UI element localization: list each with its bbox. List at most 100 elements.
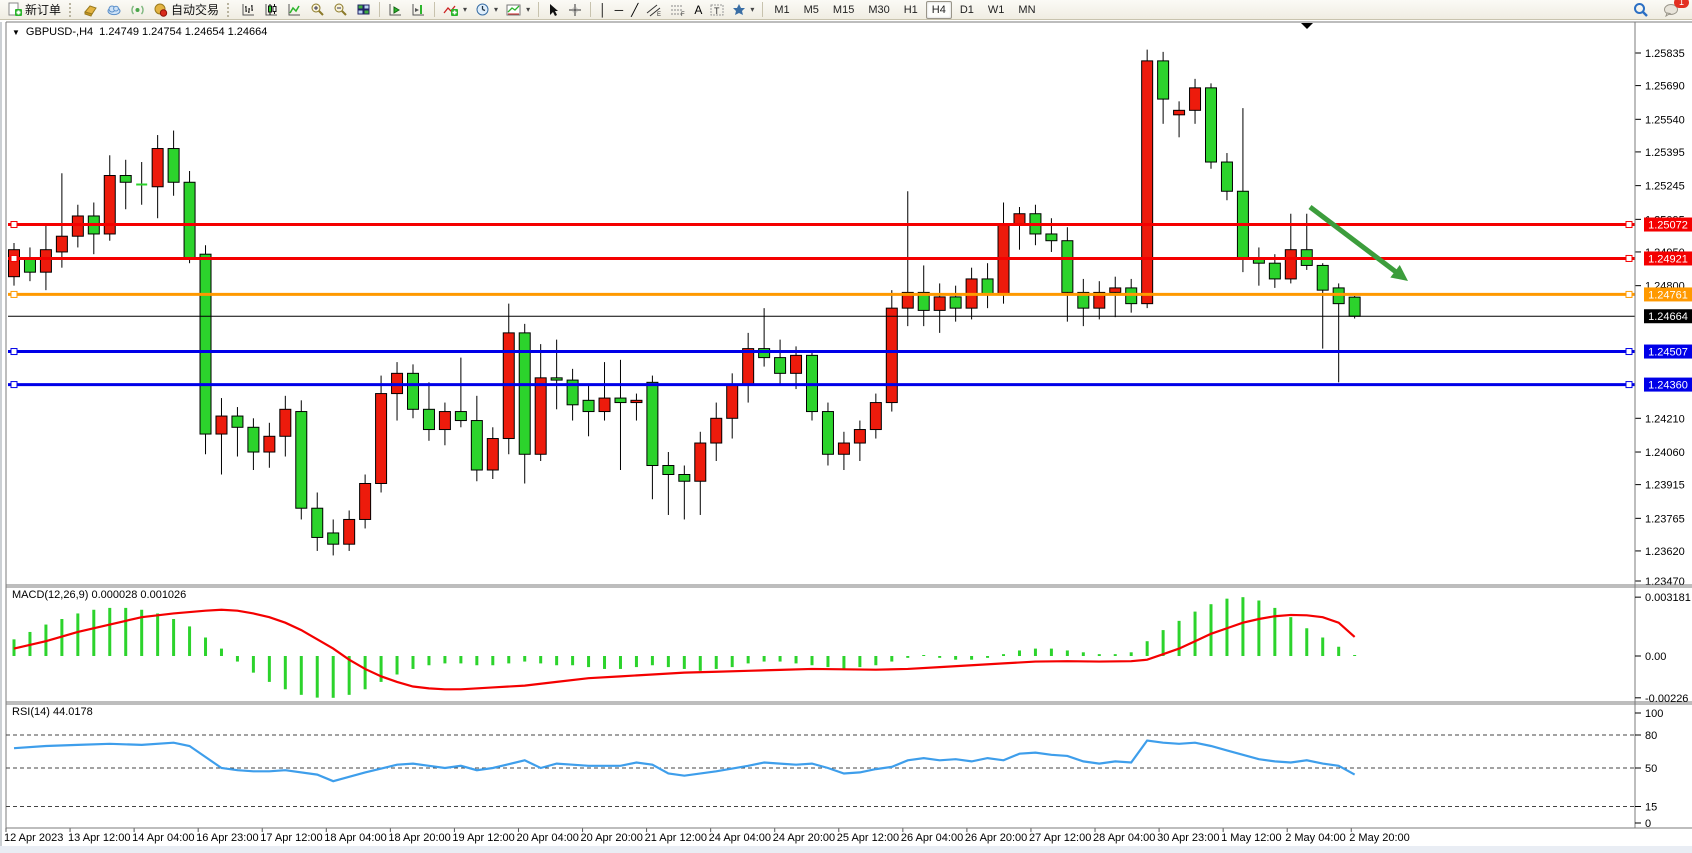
trendline-button[interactable]: ╱	[631, 2, 639, 17]
indicators-button[interactable]: ▾	[440, 1, 470, 19]
trend-arrow	[1308, 205, 1402, 277]
template-icon	[506, 4, 521, 15]
metaeditor-button[interactable]	[80, 1, 101, 19]
dropdown-caret: ▾	[494, 5, 499, 14]
candle-body	[231, 415, 244, 428]
macd-label: MACD(12,26,9) 0.000028 0.001026	[12, 589, 187, 601]
candlestick-button[interactable]	[261, 1, 282, 19]
fibonacci-button[interactable]: F	[667, 1, 689, 19]
tf-mn[interactable]: MN	[1018, 3, 1036, 16]
zoom-in-icon	[311, 3, 324, 16]
chart-shift-button[interactable]	[408, 1, 429, 19]
candle-body	[279, 408, 292, 437]
tf-m5[interactable]: M5	[803, 3, 819, 16]
candle-body	[39, 249, 52, 273]
main-chart-pane[interactable]	[8, 22, 1635, 585]
candle-body	[247, 426, 260, 453]
rsi-pane[interactable]	[8, 705, 1635, 828]
notification-badge: 1	[1674, 0, 1689, 8]
rsi-axis-label: 0	[1645, 818, 1651, 830]
gold-icon	[84, 4, 97, 17]
tf-m1[interactable]: M1	[774, 3, 790, 16]
signal-icon	[131, 5, 144, 14]
tf-m30[interactable]: M30	[868, 3, 890, 16]
new-order-label: 新订单	[25, 3, 62, 17]
signals-button[interactable]	[127, 1, 148, 19]
new-order-button[interactable]: 新订单	[4, 1, 64, 19]
channel-button[interactable]: E	[643, 1, 665, 19]
macd-pane[interactable]	[8, 588, 1635, 702]
arrows-button[interactable]: ▾	[729, 1, 757, 19]
cloud-icon	[107, 5, 121, 15]
tile-windows-icon	[357, 4, 370, 14]
candle-body	[662, 465, 675, 475]
candle-body	[486, 438, 499, 471]
candle-body	[710, 417, 723, 444]
auto-scroll-button[interactable]	[385, 1, 406, 19]
trend-arrow-head	[1390, 264, 1408, 281]
crosshair-button[interactable]	[565, 1, 585, 19]
time-label: 12 Apr 2023	[4, 832, 63, 844]
candle-body	[215, 415, 228, 435]
horizontal-line-button[interactable]: ─	[614, 2, 624, 17]
zoom-out-button[interactable]	[330, 1, 351, 19]
candle-body	[869, 402, 882, 431]
price-tick-label: 1.25395	[1645, 147, 1685, 159]
toolbar-separator	[379, 2, 381, 17]
search-button[interactable]	[1630, 1, 1652, 19]
tf-d1[interactable]: D1	[959, 3, 974, 16]
candle-body	[885, 307, 898, 404]
candle-body	[343, 518, 356, 545]
clock-icon	[476, 3, 489, 16]
candle-body	[55, 235, 68, 253]
candle-body	[1268, 262, 1281, 280]
price-axis[interactable]	[1636, 22, 1692, 828]
indicators-icon	[443, 5, 459, 16]
tile-windows-button[interactable]	[353, 1, 374, 19]
candle-body	[1093, 291, 1106, 309]
fibonacci-icon: F	[671, 5, 685, 17]
time-label: 2 May 04:00	[1285, 832, 1346, 844]
candle-body	[774, 357, 787, 374]
notifications-button[interactable]: 1	[1660, 0, 1689, 19]
templates-button[interactable]: ▾	[503, 1, 533, 19]
tf-h4[interactable]: H4	[925, 0, 952, 19]
autotrading-button[interactable]: 自动交易	[150, 1, 222, 19]
zoom-in-button[interactable]	[307, 1, 328, 19]
time-label: 20 Apr 04:00	[516, 832, 578, 844]
line-handle	[10, 381, 18, 389]
candle-body	[582, 399, 595, 413]
tf-h1[interactable]: H1	[903, 3, 918, 16]
time-label: 28 Apr 04:00	[1093, 832, 1155, 844]
text-label-button[interactable]: T	[707, 1, 727, 19]
time-label: 24 Apr 20:00	[773, 832, 835, 844]
time-axis[interactable]	[8, 829, 1635, 849]
price-line-label: 1.24921	[1648, 253, 1688, 265]
candle-body	[566, 379, 579, 406]
new-order-icon	[8, 2, 22, 16]
tf-m15[interactable]: M15	[832, 3, 855, 16]
line-chart-button[interactable]	[284, 1, 305, 19]
price-line-label: 1.24761	[1648, 289, 1688, 301]
tf-w1[interactable]: W1	[987, 3, 1005, 16]
zoom-out-icon	[334, 3, 347, 16]
main-toolbar: 新订单 自动交易 ▾ ▾ ▾ │ ─ ╱ E F A T ▾ M1 M5 M15…	[0, 0, 1692, 20]
price-line-label: 1.24664	[1648, 311, 1688, 323]
candle-body	[614, 397, 627, 404]
cursor-button[interactable]	[544, 1, 563, 19]
cloud-button[interactable]	[103, 1, 125, 19]
price-line-label-box	[1644, 217, 1692, 232]
candle-body	[359, 482, 372, 520]
dropdown-caret: ▾	[463, 5, 468, 14]
time-label: 19 Apr 12:00	[452, 832, 514, 844]
bar-chart-button[interactable]	[238, 1, 259, 19]
price-tick-label: 1.25835	[1645, 48, 1685, 60]
chart-title[interactable]: ▼ GBPUSD-,H4 1.24749 1.24754 1.24654 1.2…	[12, 26, 267, 38]
text-button[interactable]: A	[694, 2, 703, 17]
dropdown-caret: ▾	[526, 5, 531, 14]
chart-shift-marker	[1301, 23, 1313, 29]
periods-button[interactable]: ▾	[472, 1, 501, 19]
candle-body	[837, 442, 850, 455]
line-handle	[10, 254, 18, 262]
vertical-line-button[interactable]: │	[599, 2, 607, 17]
